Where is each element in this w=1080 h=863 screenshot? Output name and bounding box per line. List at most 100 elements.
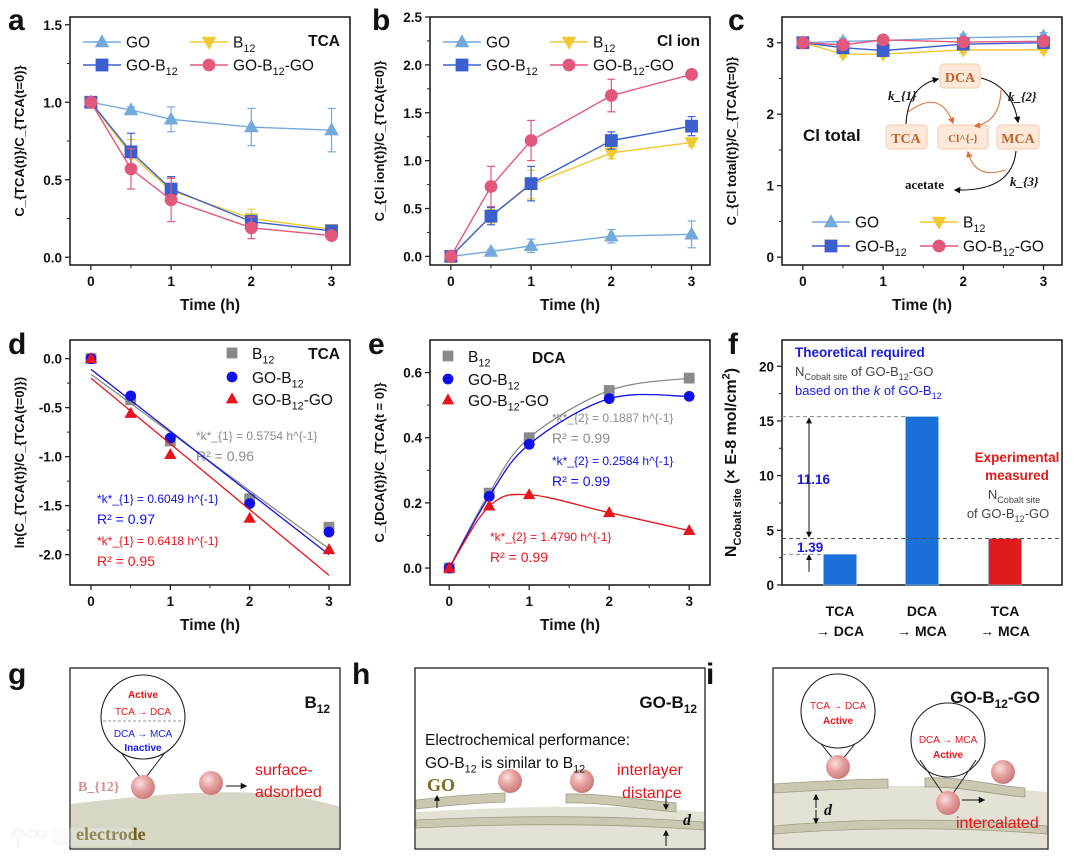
- panel-label-d: d: [8, 328, 26, 361]
- text-run: 12: [292, 401, 304, 413]
- experimental-line3: NCobalt site: [988, 487, 1040, 505]
- go-flake: [565, 793, 677, 813]
- text-run: MCA: [1001, 132, 1035, 147]
- legend-label: GO: [855, 215, 879, 232]
- bar: [905, 416, 939, 586]
- series-2: *k*_{1} = 0.6418 h^{-1}R² = 0.95GO-B12-G…: [84, 352, 336, 576]
- arrow-dca-chloride: [973, 89, 1002, 129]
- legend-label: GO-B12-GO: [468, 393, 549, 414]
- chart-d: 0.0 -0.5 -1.0 -1.5 -2.0 ln(C_{TCA(t)}/C_{TCA(…: [12, 339, 351, 634]
- legend-label: B12: [233, 35, 255, 56]
- chart-b: 0.0 0.5 1.0 1.5 2.0 2.5 C_{Cl ion(t)}/C_{TCA(t…: [372, 10, 711, 314]
- text-run: intercalated: [956, 815, 1039, 832]
- y-tick-label: 0.5: [43, 173, 62, 188]
- tca-dca-label: TCA → DCA: [115, 707, 171, 718]
- text-run: N: [795, 364, 804, 379]
- text-run: R² = 0.99: [490, 549, 548, 565]
- active-label: Active: [128, 690, 158, 701]
- chloride-box: [937, 124, 989, 150]
- text-run: -GO: [304, 392, 333, 409]
- text-run: GO-B: [963, 239, 1003, 256]
- y-tick-label: 3: [766, 36, 774, 51]
- text-run: 2: [721, 373, 733, 379]
- legend-marker: [455, 58, 469, 72]
- x-tick-label: 3: [325, 594, 333, 609]
- chart-title: Cl total: [803, 126, 861, 145]
- data-point: [604, 147, 619, 161]
- fit-annotation: R² = 0.95: [97, 553, 155, 569]
- y-axis-label: ln(C_{TCA(t)}/C_{TCA(t=0)}): [12, 377, 27, 549]
- b12-label: B_{12}: [78, 780, 120, 795]
- legend-marker: [202, 58, 216, 72]
- dca-mca-label: DCA → MCA: [919, 735, 978, 746]
- text-run: GO-B: [468, 372, 508, 389]
- text-run: is similar to B: [477, 755, 573, 772]
- x-tick-label: 2: [608, 274, 616, 289]
- text-run: -GO: [909, 364, 934, 379]
- series-3: GO-B12-GO: [796, 33, 1050, 259]
- legend-marker: [561, 36, 577, 50]
- text-run: Active: [128, 690, 158, 701]
- y-tick-label: 0.0: [403, 561, 422, 576]
- data-point: [603, 393, 615, 405]
- data-point: [164, 448, 177, 460]
- y-tick-label: -0.5: [39, 401, 63, 416]
- text-run: of GO-B: [847, 364, 898, 379]
- k3-label: k_{3}: [1010, 174, 1039, 189]
- text-run: -GO: [285, 58, 314, 75]
- y-tick-label: 1: [766, 179, 774, 194]
- x-tick-label: 1: [525, 594, 533, 609]
- legend-marker: [932, 239, 946, 253]
- text-run: (× E-8 mol/cm: [723, 379, 740, 488]
- go-layer: [773, 819, 1048, 835]
- data-point: [684, 137, 699, 151]
- text-run: DCA → MCA: [114, 729, 173, 740]
- y-axis-label: C_{Cl ion(t)}/C_{TCA(t=0)}: [372, 61, 387, 222]
- series-line: [450, 73, 692, 257]
- y-tick-label: 0.0: [403, 249, 422, 264]
- experimental-line4: of GO-B12-GO: [967, 506, 1049, 524]
- text-run: 12: [899, 372, 909, 382]
- text-run: TCA → DCA: [115, 707, 171, 718]
- text-run: Cobalt site: [804, 372, 847, 382]
- go-flake: [924, 777, 1026, 798]
- b12-sphere: [199, 771, 223, 795]
- y-tick-label: 0.4: [403, 431, 422, 446]
- data-point: [524, 134, 538, 147]
- zoom-bubble: [100, 674, 186, 760]
- x-category-label: DCA: [907, 603, 937, 619]
- panel-label-b: b: [372, 4, 390, 37]
- text-run: B: [233, 35, 243, 52]
- b12-sphere: [131, 775, 155, 799]
- text-run: GO-B: [639, 693, 683, 712]
- x-tick-label: 1: [879, 274, 887, 289]
- text-run: of GO-B: [967, 506, 1015, 521]
- legend-marker: [226, 371, 238, 383]
- active-label: Active: [933, 750, 963, 761]
- text-run: 12: [895, 247, 907, 259]
- b12-sphere: [991, 760, 1015, 784]
- text-run: distance: [622, 785, 682, 802]
- plot-frame: [781, 16, 1063, 266]
- data-point: [685, 68, 698, 81]
- text-run: 12: [508, 402, 520, 414]
- data-point: [683, 372, 695, 384]
- y-tick-label: -2.0: [39, 548, 62, 563]
- fit-rate-constant: *k*_{2} = 1.4790 h^{-1}: [490, 530, 611, 544]
- panel-label-c: c: [728, 4, 745, 37]
- bar: [988, 538, 1022, 586]
- text-run: 12: [603, 43, 615, 55]
- text-run: GO: [486, 35, 510, 52]
- data-point: [244, 119, 259, 133]
- panel-label-i: i: [706, 658, 714, 691]
- text-run: 12: [262, 355, 274, 367]
- data-point: [796, 36, 810, 50]
- fit-annotation: R² = 0.99: [552, 430, 610, 446]
- y-tick-label: 15: [759, 414, 775, 429]
- text-run: -GO: [1008, 688, 1040, 707]
- x-tick-label: 2: [605, 594, 613, 609]
- text-run: TCA: [308, 346, 340, 363]
- series-2: GO-B12: [443, 58, 698, 263]
- schematic-b12: electrode Active TCA → DCA DCA → MCA Ina…: [10, 667, 341, 850]
